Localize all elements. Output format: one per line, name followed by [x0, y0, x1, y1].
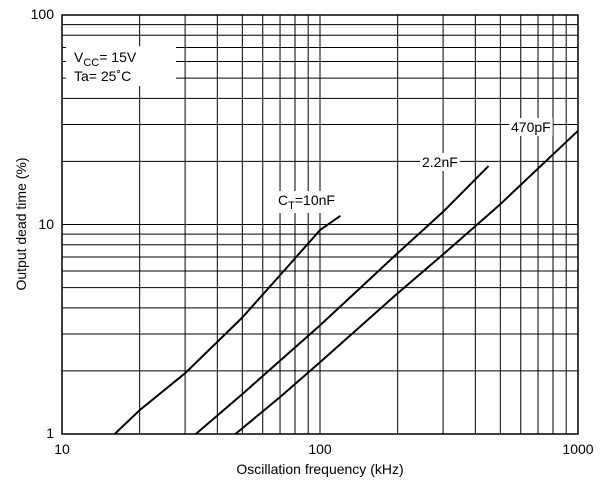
chart-grid [62, 15, 578, 434]
x-tick-labels: 10 100 1000 [54, 441, 594, 457]
curve-10nf [114, 214, 341, 435]
curve-label-10nf-bg [276, 191, 337, 213]
y-tick-1: 1 [46, 425, 54, 441]
curve-2-2nf [195, 165, 490, 435]
curve-470pf [234, 130, 579, 435]
ta-condition: Ta= 25˚C [74, 68, 131, 84]
vcc-condition: VCC= 15V [74, 49, 137, 69]
y-tick-10: 10 [38, 216, 54, 232]
y-axis-label: Output dead time (%) [13, 157, 29, 290]
curve-label-10nf: CT=10nF [278, 192, 335, 212]
plot-frame [61, 14, 579, 435]
curve-label-2-2nf: 2.2nF [422, 154, 458, 170]
x-axis-label: Oscillation frequency (kHz) [236, 461, 403, 477]
conditions-box: VCC= 15V Ta= 25˚C [66, 46, 176, 86]
x-tick-1000: 1000 [562, 441, 593, 457]
curve-labels-layer: CT=10nF 2.2nF 470pF [276, 118, 553, 213]
conditions-bg [66, 46, 176, 86]
y-tick-100: 100 [31, 6, 55, 22]
curve-label-470pf: 470pF [511, 119, 551, 135]
y-tick-labels: 1 10 100 [31, 6, 55, 441]
x-tick-10: 10 [54, 441, 70, 457]
curves-layer [114, 130, 579, 435]
curve-label-470pf-bg [509, 118, 553, 136]
x-tick-100: 100 [308, 441, 332, 457]
curve-label-2-2nf-bg [420, 153, 460, 171]
